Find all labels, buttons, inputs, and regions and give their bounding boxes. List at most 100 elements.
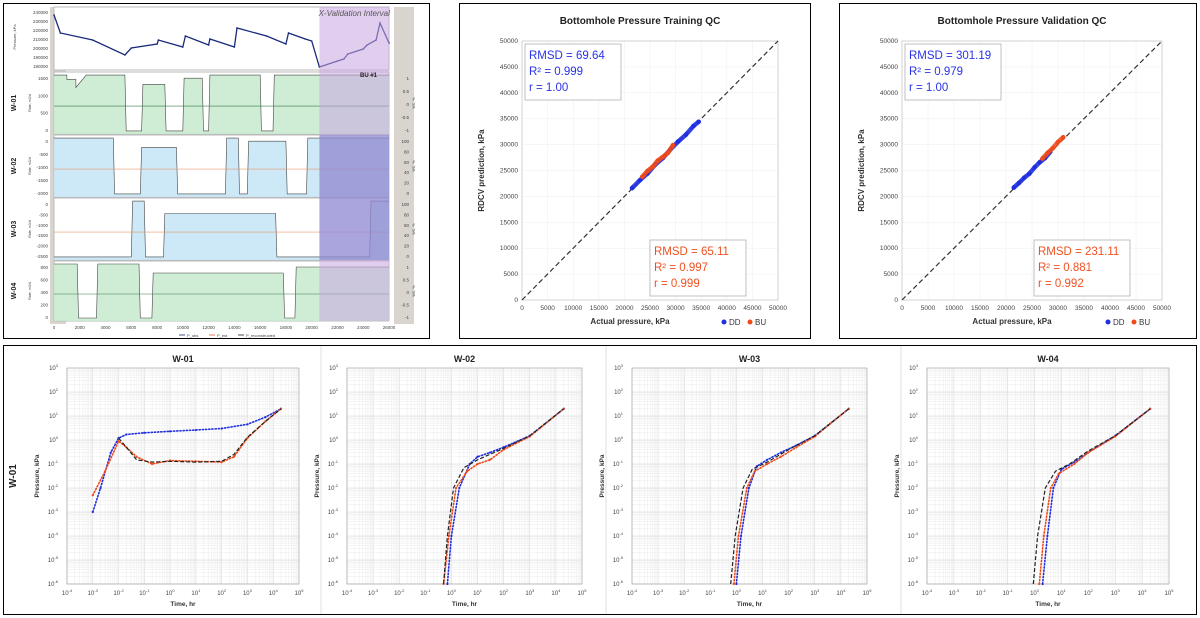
point-pressure_blue bbox=[220, 427, 223, 430]
legend-label: P_reconstructed bbox=[246, 333, 275, 338]
point-DD bbox=[1011, 185, 1017, 190]
point-derivative_red bbox=[1038, 582, 1041, 586]
x-tick-exponent: 2 bbox=[1091, 588, 1094, 593]
pressure-point bbox=[209, 38, 211, 40]
y-tick-exponent: 2 bbox=[56, 387, 59, 392]
identity-line bbox=[901, 40, 1163, 301]
wc-tick-w03: 0 bbox=[406, 254, 409, 259]
point-DD bbox=[683, 132, 689, 138]
y-tick-label: 101 bbox=[614, 411, 624, 420]
rate-tick-w01: 500 bbox=[40, 111, 48, 116]
rate-tick-w02: -1500 bbox=[36, 178, 48, 183]
stats-dd-line: r = 1.00 bbox=[909, 82, 948, 94]
y-tick-label: 10-3 bbox=[613, 507, 624, 516]
y-tick-label: 10-6 bbox=[908, 579, 919, 588]
point-pressure_blue bbox=[766, 458, 769, 461]
point-DD bbox=[1037, 159, 1043, 165]
x-tick-label: 101 bbox=[473, 588, 483, 597]
wc-tick-w02: 40 bbox=[404, 170, 410, 175]
wc-tick-w03: 20 bbox=[404, 244, 410, 249]
y-tick: 35000 bbox=[500, 116, 518, 123]
rate-curve-w04 bbox=[54, 263, 389, 319]
point-derivative_red bbox=[488, 458, 492, 461]
wc-tick-w01: 0.5 bbox=[403, 89, 410, 94]
point-derivative_red bbox=[1049, 486, 1052, 490]
y-tick-exponent: -2 bbox=[334, 483, 338, 488]
x-tick: 50000 bbox=[769, 305, 787, 312]
y-tick-exponent: 3 bbox=[336, 363, 339, 368]
x-tick-label: 10-1 bbox=[1003, 588, 1014, 597]
history-x-tick: 14000 bbox=[228, 325, 241, 330]
log-x-axis-label: Time, hr bbox=[170, 601, 196, 608]
y-tick: 45000 bbox=[880, 64, 898, 71]
y-tick-exponent: -6 bbox=[334, 579, 338, 584]
point-derivative_red bbox=[150, 462, 154, 466]
model-curve bbox=[118, 408, 282, 463]
y-tick-exponent: -1 bbox=[334, 459, 338, 464]
y-tick-label: 103 bbox=[329, 363, 339, 372]
rate-axis-label: Rate, m3/d bbox=[28, 94, 32, 112]
x-tick-label: 103 bbox=[1111, 588, 1121, 597]
y-tick-exponent: -5 bbox=[619, 555, 623, 560]
x-tick-exponent: 5 bbox=[869, 588, 872, 593]
rate-tick-w04: 800 bbox=[40, 265, 48, 270]
x-tick-label: 105 bbox=[863, 588, 873, 597]
x-tick-exponent: 3 bbox=[1117, 588, 1120, 593]
y-tick: 40000 bbox=[880, 90, 898, 97]
y-tick-exponent: -5 bbox=[54, 555, 58, 560]
point-pressure_blue bbox=[739, 534, 743, 538]
log-chart-title: W-04 bbox=[1037, 354, 1058, 364]
validation-qc-chart: Bottomhole Pressure Validation QC 00 5000 5… bbox=[857, 16, 1171, 327]
series-pressure_blue bbox=[1041, 407, 1151, 585]
rate-fill-w03 bbox=[54, 201, 389, 260]
x-tick-label: 10-2 bbox=[679, 588, 690, 597]
x-tick: 50000 bbox=[1153, 305, 1171, 312]
stats-dd-line: RMSD = 301.19 bbox=[909, 50, 991, 62]
stats-bu-line: R² = 0.997 bbox=[654, 262, 708, 274]
rate-tick-w04: 200 bbox=[40, 303, 48, 308]
point-BU bbox=[1045, 150, 1050, 156]
y-tick-exponent: -3 bbox=[619, 507, 623, 512]
x-tick: 20000 bbox=[997, 305, 1015, 312]
x-tick: 15000 bbox=[590, 305, 608, 312]
x-tick: 10000 bbox=[564, 305, 582, 312]
rate-tick-w03: -1000 bbox=[36, 223, 48, 228]
plot-area bbox=[901, 40, 1163, 301]
y-tick-exponent: 2 bbox=[336, 387, 339, 392]
y-tick-label: 100 bbox=[909, 435, 919, 444]
y-tick: 35000 bbox=[880, 116, 898, 123]
point-pressure_blue bbox=[143, 431, 146, 434]
x-tick: 30000 bbox=[1049, 305, 1067, 312]
bu-label: BU #1 bbox=[360, 73, 378, 79]
y-tick-exponent: -1 bbox=[619, 459, 623, 464]
y-tick-exponent: 3 bbox=[56, 363, 59, 368]
y-tick: 10000 bbox=[500, 245, 518, 252]
stats-box-dd bbox=[524, 43, 622, 101]
y-tick-label: 10-2 bbox=[908, 483, 919, 492]
x-tick-exponent: -3 bbox=[375, 588, 379, 593]
pressure-point bbox=[233, 46, 236, 48]
legend-label-bu: BU bbox=[1139, 318, 1150, 327]
point-DD bbox=[1032, 165, 1037, 170]
y-tick-label: 10-4 bbox=[48, 531, 59, 540]
pressure-point bbox=[287, 32, 290, 34]
pressure-point bbox=[130, 47, 133, 49]
pressure-point bbox=[304, 38, 307, 40]
point-DD bbox=[696, 119, 701, 125]
log-x-axis-label: Time, hr bbox=[1035, 601, 1061, 608]
y-tick-exponent: -2 bbox=[619, 483, 623, 488]
x-tick-exponent: 0 bbox=[1037, 588, 1040, 593]
x-axis-label: Actual pressure, kPa bbox=[590, 317, 670, 326]
y-tick: 20000 bbox=[880, 193, 898, 200]
point-DD bbox=[675, 139, 681, 144]
point-DD bbox=[1021, 175, 1027, 181]
point-pressure_blue bbox=[91, 510, 94, 514]
pressure-point bbox=[207, 44, 210, 46]
x-tick-label: 104 bbox=[269, 588, 279, 597]
x-tick-label: 102 bbox=[499, 588, 509, 597]
point-derivative_red bbox=[745, 486, 748, 490]
model-curve bbox=[443, 408, 565, 585]
pressure-point bbox=[182, 46, 184, 48]
x-tick-exponent: -3 bbox=[94, 588, 98, 593]
y-tick-exponent: 0 bbox=[916, 435, 919, 440]
